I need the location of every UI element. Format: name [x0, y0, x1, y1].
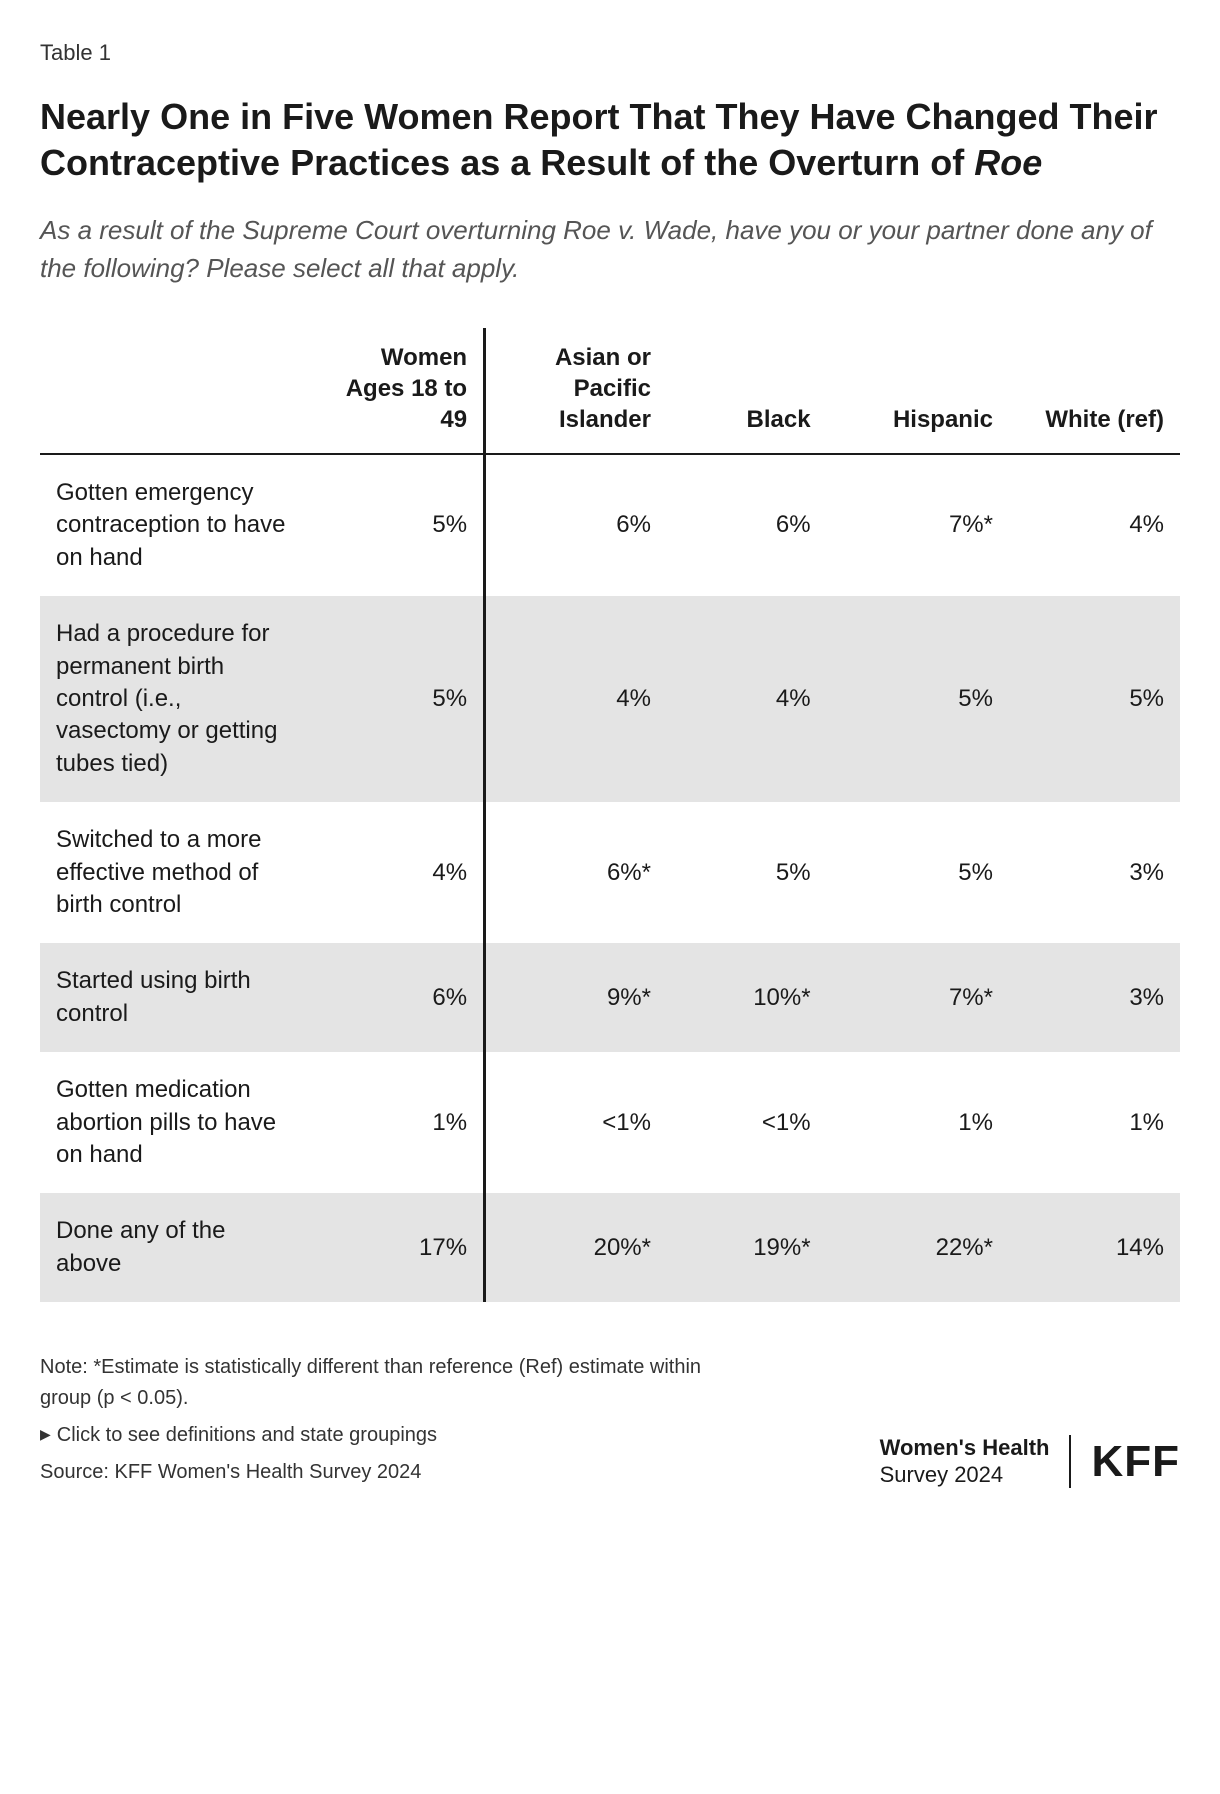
cell: 4% [1009, 454, 1180, 596]
cell: 5% [827, 596, 1009, 802]
cell: 22%* [827, 1193, 1009, 1302]
cell: 4% [485, 596, 667, 802]
cell: 5% [1009, 596, 1180, 802]
subtitle: As a result of the Supreme Court overtur… [40, 212, 1180, 287]
row-label: Done any of the above [40, 1193, 314, 1302]
triangle-right-icon: ▶ [40, 1424, 51, 1446]
footer-notes: Note: *Estimate is statistically differe… [40, 1352, 740, 1488]
cell: 5% [314, 596, 485, 802]
cell: 5% [827, 802, 1009, 943]
table-label: Table 1 [40, 40, 1180, 66]
cell: 6% [667, 454, 827, 596]
col-header: Women Ages 18 to 49 [314, 328, 485, 455]
cell: 19%* [667, 1193, 827, 1302]
cell: 1% [827, 1052, 1009, 1193]
cell: 4% [314, 802, 485, 943]
cell: 3% [1009, 943, 1180, 1052]
kff-logo: KFF [1091, 1437, 1180, 1487]
cell: 17% [314, 1193, 485, 1302]
cell: 6% [314, 943, 485, 1052]
table-header-row: Women Ages 18 to 49 Asian or Pacific Isl… [40, 328, 1180, 455]
cell: 4% [667, 596, 827, 802]
cell: 1% [314, 1052, 485, 1193]
cell: 14% [1009, 1193, 1180, 1302]
brand-line1: Women's Health [880, 1435, 1050, 1461]
brand-line2: Survey 2024 [880, 1462, 1004, 1487]
cell: 1% [1009, 1052, 1180, 1193]
cell: 6% [485, 454, 667, 596]
cell: 5% [314, 454, 485, 596]
table-row: Gotten medication abortion pills to have… [40, 1052, 1180, 1193]
cell: 5% [667, 802, 827, 943]
cell: <1% [667, 1052, 827, 1193]
cell: 10%* [667, 943, 827, 1052]
cell: 6%* [485, 802, 667, 943]
row-label: Gotten emergency contraception to have o… [40, 454, 314, 596]
row-label: Switched to a more effective method of b… [40, 802, 314, 943]
source-line: Source: KFF Women's Health Survey 2024 [40, 1457, 740, 1488]
page-title: Nearly One in Five Women Report That The… [40, 94, 1180, 186]
definitions-label: Click to see definitions and state group… [57, 1424, 437, 1446]
brand-survey: Women's Health Survey 2024 [880, 1435, 1072, 1488]
cell: 9%* [485, 943, 667, 1052]
col-header [40, 328, 314, 455]
col-header: Asian or Pacific Islander [485, 328, 667, 455]
cell: 7%* [827, 454, 1009, 596]
cell: <1% [485, 1052, 667, 1193]
data-table: Women Ages 18 to 49 Asian or Pacific Isl… [40, 328, 1180, 1303]
col-header: Hispanic [827, 328, 1009, 455]
col-header: Black [667, 328, 827, 455]
cell: 20%* [485, 1193, 667, 1302]
col-header: White (ref) [1009, 328, 1180, 455]
table-row: Switched to a more effective method of b… [40, 802, 1180, 943]
footer: Note: *Estimate is statistically differe… [40, 1352, 1180, 1488]
cell: 3% [1009, 802, 1180, 943]
definitions-toggle[interactable]: ▶ Click to see definitions and state grou… [40, 1420, 740, 1451]
table-row: Had a procedure for permanent birth cont… [40, 596, 1180, 802]
table-body: Gotten emergency contraception to have o… [40, 454, 1180, 1302]
brand-block: Women's Health Survey 2024 KFF [880, 1435, 1180, 1488]
table-row: Gotten emergency contraception to have o… [40, 454, 1180, 596]
title-italic: Roe [974, 142, 1042, 183]
table-row: Done any of the above 17% 20%* 19%* 22%*… [40, 1193, 1180, 1302]
row-label: Started using birth control [40, 943, 314, 1052]
row-label: Gotten medication abortion pills to have… [40, 1052, 314, 1193]
cell: 7%* [827, 943, 1009, 1052]
footnote: Note: *Estimate is statistically differe… [40, 1352, 740, 1414]
table-row: Started using birth control 6% 9%* 10%* … [40, 943, 1180, 1052]
row-label: Had a procedure for permanent birth cont… [40, 596, 314, 802]
